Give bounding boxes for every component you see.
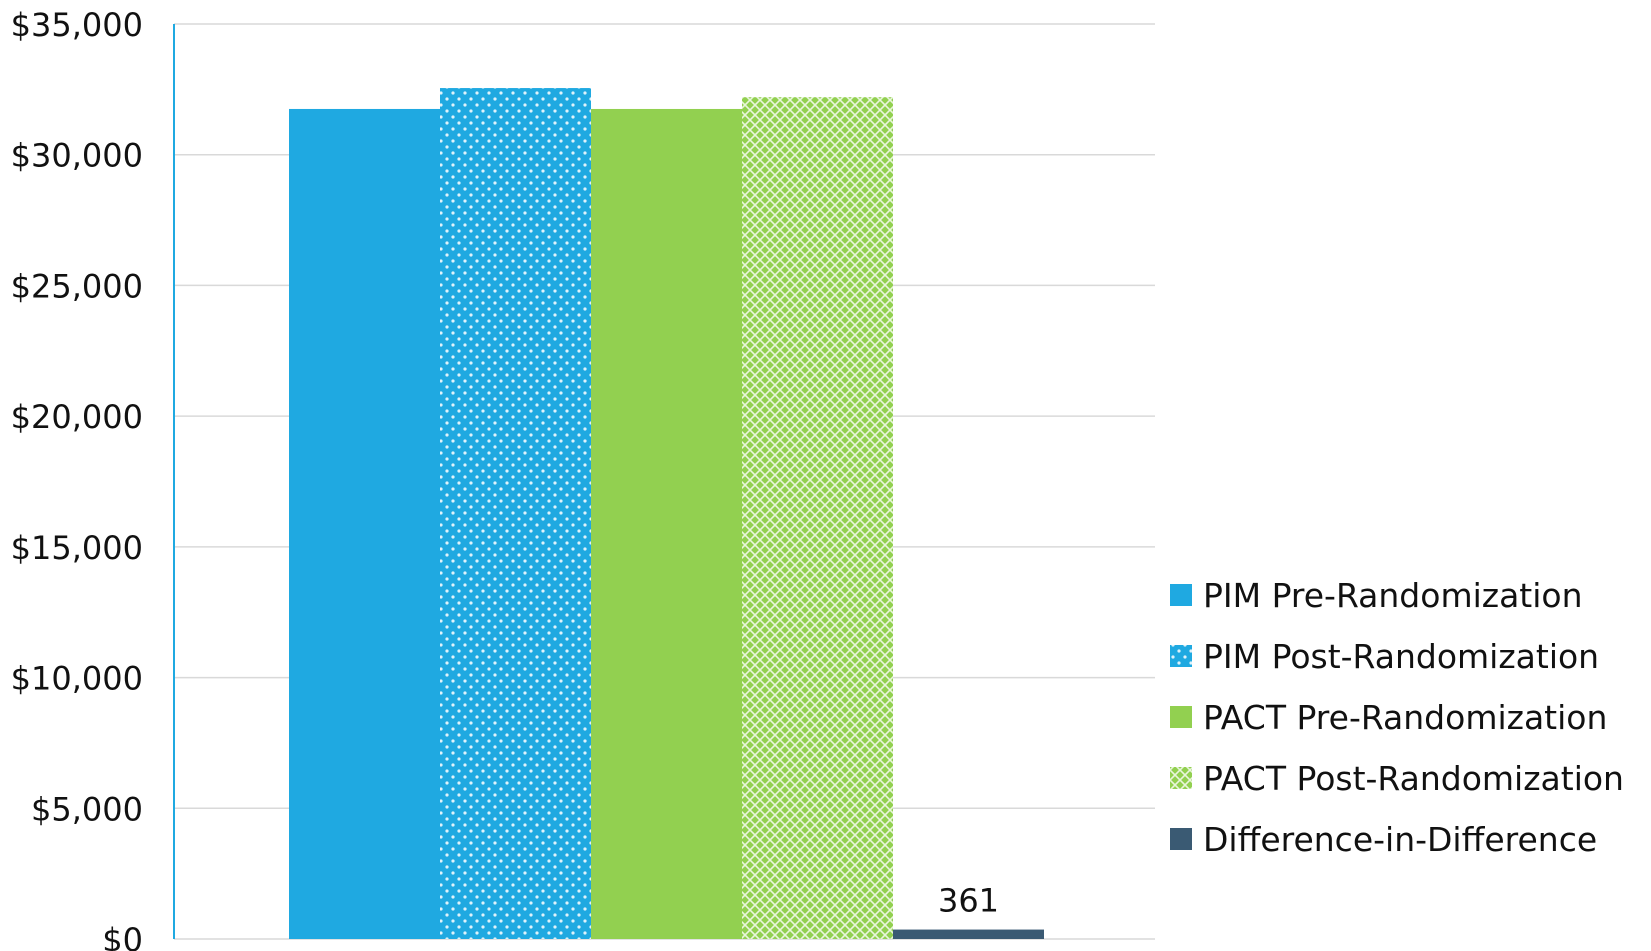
bar — [742, 97, 893, 939]
bar — [289, 108, 440, 939]
y-tick-label: $15,000 — [11, 529, 143, 567]
bars — [289, 88, 1044, 940]
bar — [440, 88, 591, 940]
y-tick-label: $10,000 — [11, 660, 143, 698]
legend-item: PIM Post-Randomization — [1170, 637, 1599, 676]
data-label: 361 — [938, 882, 999, 920]
legend-label: PIM Post-Randomization — [1203, 637, 1599, 676]
legend-label: PACT Post-Randomization — [1203, 759, 1624, 798]
legend-swatch — [1170, 584, 1192, 606]
legend-swatch — [1170, 828, 1192, 850]
legend-swatch — [1170, 706, 1192, 728]
legend-label: PIM Pre-Randomization — [1203, 576, 1583, 615]
legend-item: PACT Pre-Randomization — [1170, 698, 1607, 737]
y-tick-label: $35,000 — [11, 6, 143, 44]
legend-swatch — [1170, 645, 1192, 667]
legend-swatch — [1170, 767, 1192, 789]
bar — [893, 929, 1044, 939]
legend: PIM Pre-Randomization PIM Post-Randomizat… — [1170, 576, 1624, 859]
y-axis-tick-labels: $0 $5,000 $10,000 $15,000 $20,000 $25,000 $30,… — [11, 6, 143, 951]
data-labels: 361 — [938, 882, 999, 920]
y-tick-label: $25,000 — [11, 267, 143, 305]
legend-item: PIM Pre-Randomization — [1170, 576, 1583, 615]
y-tick-label: $20,000 — [11, 398, 143, 436]
legend-label: PACT Pre-Randomization — [1203, 698, 1607, 737]
y-tick-label: $5,000 — [31, 790, 143, 828]
y-tick-label: $0 — [102, 921, 143, 951]
legend-item: PACT Post-Randomization — [1170, 759, 1624, 798]
legend-item: Difference-in-Difference — [1170, 820, 1597, 859]
bar — [591, 108, 742, 939]
legend-label: Difference-in-Difference — [1203, 820, 1597, 859]
y-tick-label: $30,000 — [11, 137, 143, 175]
